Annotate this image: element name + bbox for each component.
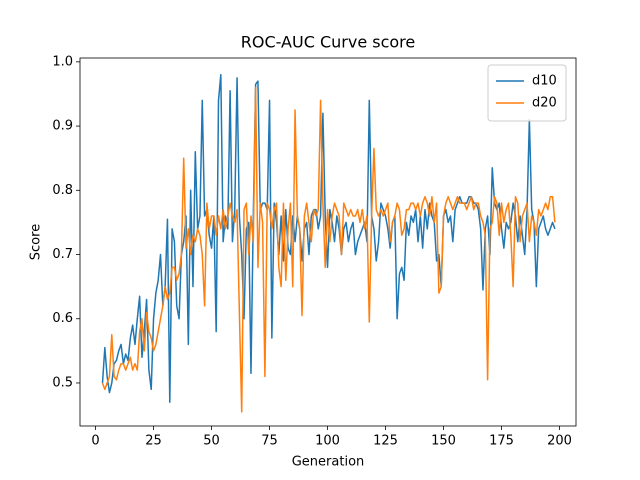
x-tick-label: 175 [489,434,514,449]
x-tick-label: 50 [203,434,220,449]
x-tick-label: 0 [91,434,99,449]
x-axis-label: Generation [292,455,365,470]
axes-frame [79,57,577,427]
data-line [101,86,556,413]
plot-area [101,73,556,413]
y-tick-label: 0.9 [52,119,73,134]
legend-label: d10 [532,74,557,89]
y-axis-label: Score [29,224,44,260]
data-line [101,73,556,403]
x-tick-label: 25 [145,434,162,449]
y-tick-label: 0.7 [52,247,73,262]
chart-title: ROC-AUC Curve score [241,33,416,52]
legend-label: d20 [532,96,557,111]
x-tick-label: 100 [315,434,340,449]
x-tick-label: 125 [373,434,398,449]
y-tick-label: 0.6 [52,311,73,326]
y-tick-label: 1.0 [52,54,73,69]
x-tick-label: 75 [261,434,278,449]
y-tick-label: 0.8 [52,183,73,198]
x-tick-label: 200 [547,434,572,449]
y-tick-label: 0.5 [52,375,73,390]
legend-box [487,64,567,122]
x-tick-label: 150 [431,434,456,449]
